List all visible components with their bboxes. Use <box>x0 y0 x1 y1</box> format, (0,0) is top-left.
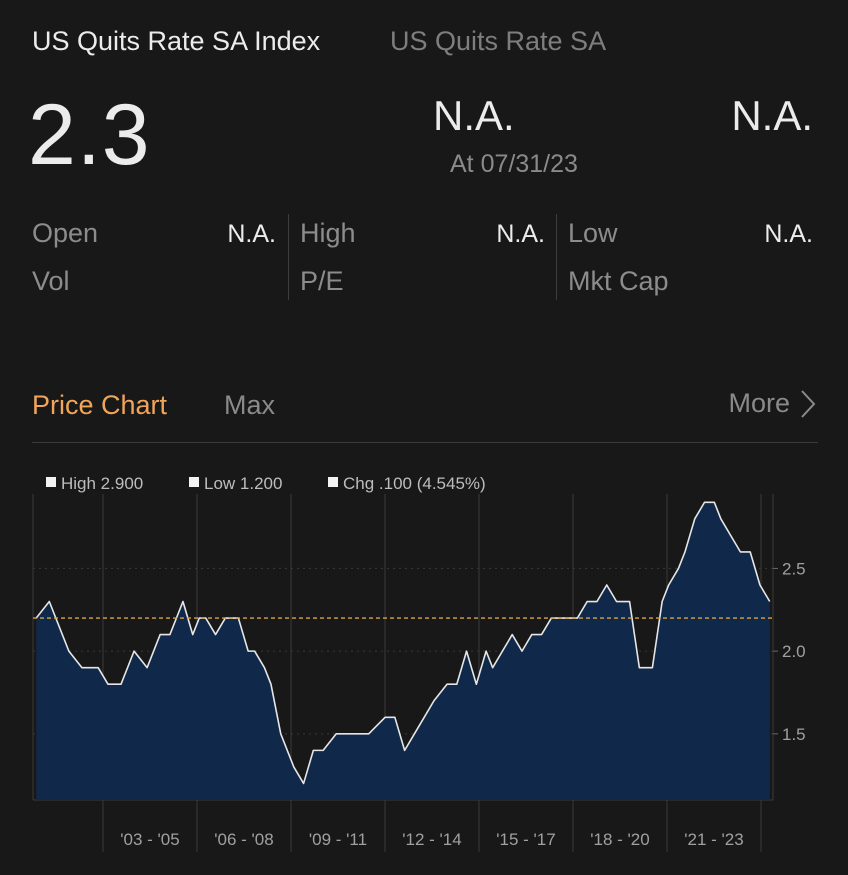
series-area <box>36 502 770 800</box>
x-tick-label: '09 - '11 <box>309 830 367 849</box>
x-axis: '03 - '05 '06 - '08 '09 - '11 '12 - '14 '15 … <box>120 830 743 849</box>
y-tick-label: 1.5 <box>782 725 806 744</box>
price-chart-title: Price Chart <box>32 390 168 420</box>
percent-change-value: N.A. <box>731 92 813 139</box>
x-tick-label: '12 - '14 <box>402 830 461 849</box>
legend-high: High 2.900 <box>61 474 143 493</box>
chart-header-divider <box>32 442 818 443</box>
y-tick-label: 2.5 <box>782 559 806 578</box>
low-value: N.A. <box>764 220 813 248</box>
last-price: 2.3 <box>28 87 151 183</box>
x-tick-label: '15 - '17 <box>496 830 555 849</box>
x-tick-label: '21 - '23 <box>684 830 743 849</box>
more-label: More <box>728 388 790 418</box>
as-of-date: At 07/31/23 <box>450 150 578 178</box>
market-cap-label: Mkt Cap <box>568 266 669 296</box>
high-value: N.A. <box>496 220 545 248</box>
legend-low-marker <box>189 477 199 487</box>
x-tick-label: '18 - '20 <box>590 830 649 849</box>
open-label: Open <box>32 218 99 248</box>
high-label: High <box>300 218 356 248</box>
chevron-right-icon <box>801 389 816 418</box>
pe-label: P/E <box>300 266 344 296</box>
open-value: N.A. <box>227 220 276 248</box>
more-button[interactable]: More <box>728 388 816 419</box>
chart-legend: High 2.900 Low 1.200 Chg .100 (4.545%) <box>46 474 486 493</box>
y-axis: 2.5 2.0 1.5 <box>773 559 806 744</box>
volume-label: Vol <box>32 266 70 296</box>
security-subtitle: US Quits Rate SA <box>390 26 607 56</box>
legend-low: Low 1.200 <box>204 474 282 493</box>
stats-divider <box>556 214 557 300</box>
x-tick-label: '03 - '05 <box>120 830 179 849</box>
low-label: Low <box>568 218 618 248</box>
series-line <box>35 501 771 785</box>
legend-change: Chg .100 (4.545%) <box>343 474 486 493</box>
legend-chg-marker <box>328 477 338 487</box>
y-tick-label: 2.0 <box>782 642 806 661</box>
legend-high-marker <box>46 477 56 487</box>
net-change-value: N.A. <box>433 92 515 139</box>
stats-divider <box>288 214 289 300</box>
range-max-tab[interactable]: Max <box>224 390 276 420</box>
security-title: US Quits Rate SA Index <box>32 26 321 56</box>
x-tick-label: '06 - '08 <box>214 830 273 849</box>
